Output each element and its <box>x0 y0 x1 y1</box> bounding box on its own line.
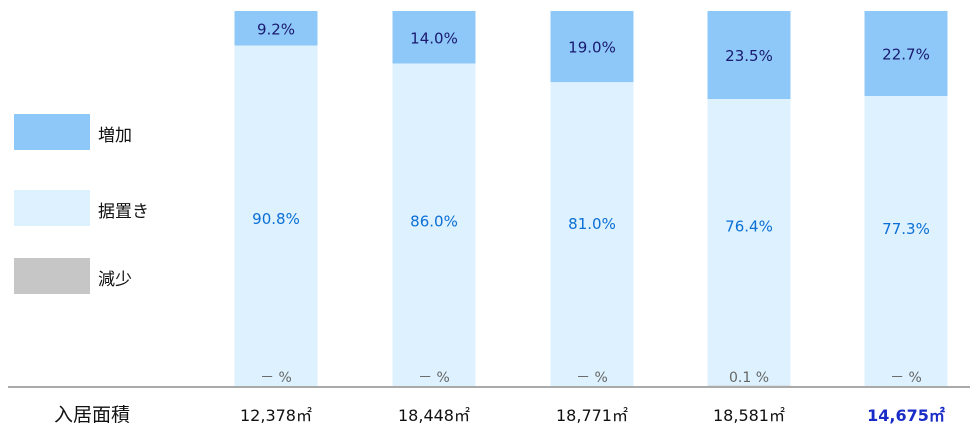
label-increase-2: 14.0% <box>410 29 458 47</box>
bar-unchanged-5 <box>865 96 948 386</box>
label-decrease-2: － % <box>418 370 450 386</box>
legend-swatch-increase <box>14 114 90 150</box>
legend-item-increase: 増加 <box>14 114 274 150</box>
label-decrease-1: － % <box>260 370 292 386</box>
area-value-1: 12,378㎡ <box>240 402 312 426</box>
legend-swatch-unchanged <box>14 190 90 226</box>
area-value-4: 18,581㎡ <box>713 402 785 426</box>
label-decrease-3: － % <box>576 370 608 386</box>
area-value-3: 18,771㎡ <box>556 402 628 426</box>
label-decrease-4: 0.1 % <box>729 370 769 386</box>
label-increase-5: 22.7% <box>882 46 930 64</box>
legend-swatch-decrease <box>14 258 90 294</box>
legend-label-unchanged: 据置き <box>98 197 149 222</box>
legend-label-decrease: 減少 <box>98 265 132 290</box>
label-increase-4: 23.5% <box>725 47 773 65</box>
label-unchanged-3: 81.0% <box>568 215 616 233</box>
label-decrease-5: － % <box>890 370 922 386</box>
label-increase-3: 19.0% <box>568 39 616 57</box>
area-value-2: 18,448㎡ <box>398 402 470 426</box>
bar-unchanged-4 <box>708 99 791 386</box>
area-value-5: 14,675㎡ <box>867 402 945 426</box>
label-unchanged-5: 77.3% <box>882 220 930 238</box>
label-unchanged-2: 86.0% <box>410 213 458 231</box>
legend-item-decrease: 減少 <box>14 258 274 294</box>
bar-unchanged-3 <box>551 82 634 386</box>
label-increase-1: 9.2% <box>257 20 295 38</box>
legend-label-increase: 増加 <box>98 121 132 146</box>
row-header-floor-area: 入居面積 <box>54 400 130 427</box>
legend-item-unchanged: 据置き <box>14 190 274 226</box>
label-unchanged-4: 76.4% <box>725 218 773 236</box>
